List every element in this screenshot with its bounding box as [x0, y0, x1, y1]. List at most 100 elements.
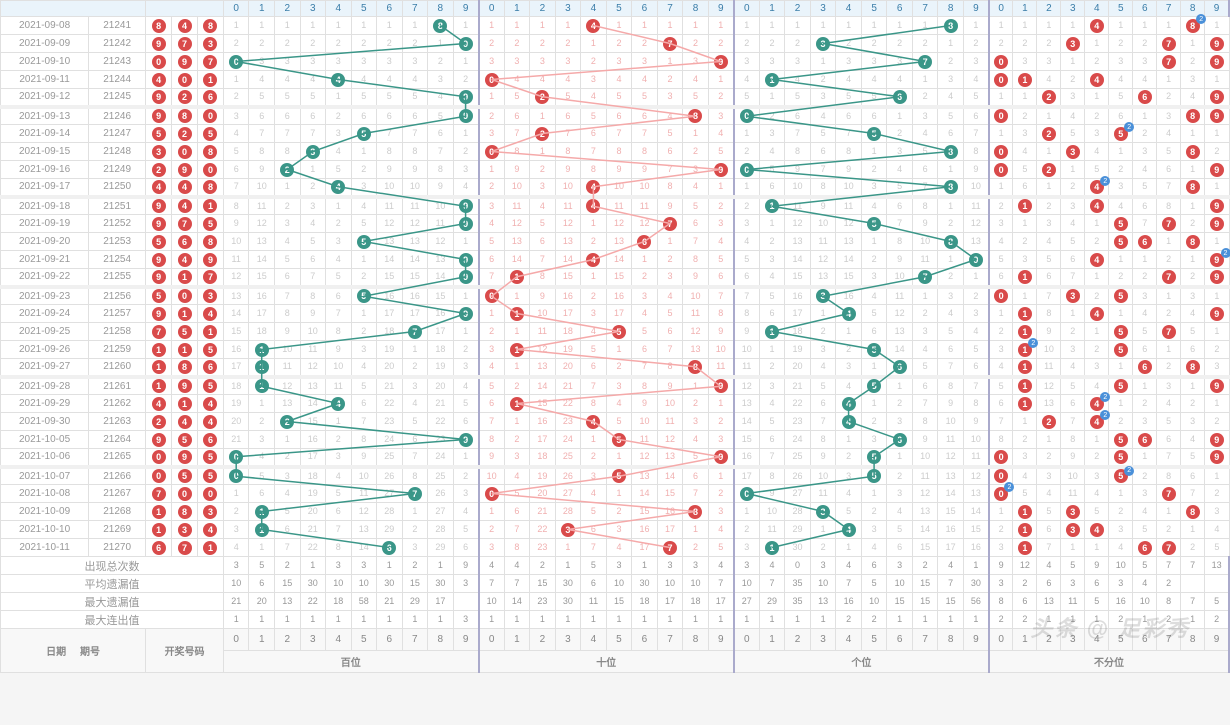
ge-miss: 8 — [963, 143, 989, 161]
all-miss: 6 — [1181, 341, 1205, 359]
bai-miss: 11 — [377, 197, 403, 215]
bai-miss: 11 — [326, 377, 352, 395]
shi-hit: 2 — [530, 89, 556, 107]
ge-miss: 1 — [887, 449, 913, 467]
all-miss: 2 — [1181, 269, 1205, 287]
ge-miss: 4 — [785, 71, 811, 89]
ge-miss: 13 — [963, 233, 989, 251]
bai-miss: 5 — [223, 143, 249, 161]
ge-miss: 6 — [938, 125, 964, 143]
ge-miss: 7 — [912, 179, 938, 197]
ge-miss: 3 — [887, 53, 913, 71]
summary-cell: 6 — [581, 575, 607, 593]
shi-miss: 3 — [555, 53, 581, 71]
all-miss: 2 — [1013, 431, 1037, 449]
table-row: 2021-09-28212611951811213115213204521421… — [1, 377, 1230, 395]
shi-hit: 1 — [504, 341, 530, 359]
bai-miss: 26 — [377, 467, 403, 485]
ge-miss: 5 — [912, 143, 938, 161]
ge-miss: 2 — [938, 53, 964, 71]
issue-cell: 21252 — [89, 215, 146, 233]
all-miss: 3 — [989, 539, 1013, 557]
shi-miss: 7 — [657, 161, 683, 179]
win-digit: 1 — [146, 521, 172, 539]
all-hit: 2 — [1037, 161, 1061, 179]
win-digit: 3 — [198, 287, 224, 305]
all-miss: 1 — [1037, 179, 1061, 197]
shi-miss: 1 — [657, 53, 683, 71]
footer-digit: 3 — [810, 629, 836, 651]
bai-miss: 6 — [428, 125, 454, 143]
all-hit: 5 — [1109, 233, 1133, 251]
summary-cell: 10 — [657, 575, 683, 593]
summary-cell: 1 — [734, 611, 760, 629]
all-hit: 8 — [1181, 503, 1205, 521]
all-miss: 3 — [1061, 197, 1085, 215]
shi-miss: 2 — [530, 161, 556, 179]
ge-miss: 2 — [963, 35, 989, 53]
win-digit: 5 — [198, 467, 224, 485]
summary-cell: 4 — [1037, 557, 1061, 575]
win-digit: 9 — [146, 269, 172, 287]
summary-cell: 15 — [912, 575, 938, 593]
ge-miss: 3 — [836, 359, 862, 377]
ge-miss: 14 — [963, 503, 989, 521]
shi-miss: 3 — [504, 449, 530, 467]
shi-miss: 6 — [504, 107, 530, 125]
all-miss: 5 — [1013, 161, 1037, 179]
ge-hit: 0 — [734, 107, 760, 125]
win-digit: 4 — [198, 521, 224, 539]
all-miss: 2 — [989, 35, 1013, 53]
ge-miss: 2 — [887, 467, 913, 485]
bai-miss: 2 — [326, 431, 352, 449]
bai-miss: 4 — [274, 485, 300, 503]
date-cell: 2021-10-09 — [1, 503, 89, 521]
all-miss: 5 — [1109, 89, 1133, 107]
bai-miss: 2 — [377, 35, 403, 53]
all-miss: 6 — [1157, 161, 1181, 179]
summary-cell: 13 — [810, 593, 836, 611]
shi-miss: 10 — [606, 179, 632, 197]
bai-miss: 2 — [223, 89, 249, 107]
all-hit: 5 — [1109, 341, 1133, 359]
bai-miss: 1 — [274, 179, 300, 197]
ge-miss: 12 — [963, 467, 989, 485]
bai-miss: 10 — [402, 179, 428, 197]
shi-miss: 7 — [530, 251, 556, 269]
win-digit: 4 — [198, 395, 224, 413]
ge-miss: 7 — [759, 449, 785, 467]
summary-cell: 30 — [555, 575, 581, 593]
ge-miss: 14 — [836, 251, 862, 269]
shi-miss: 15 — [657, 485, 683, 503]
bai-hit: 9 — [453, 215, 479, 233]
shi-miss: 2 — [504, 35, 530, 53]
all-miss: 1 — [1133, 377, 1157, 395]
issue-cell: 21270 — [89, 539, 146, 557]
summary-cell: 2 — [1205, 611, 1229, 629]
ge-miss: 5 — [785, 89, 811, 107]
bai-miss: 27 — [377, 485, 403, 503]
ge-miss: 3 — [810, 341, 836, 359]
summary-cell: 2 — [912, 557, 938, 575]
ge-miss: 11 — [912, 251, 938, 269]
summary-cell: 3 — [810, 557, 836, 575]
bai-miss: 3 — [223, 521, 249, 539]
win-digit: 9 — [172, 53, 198, 71]
ge-miss: 9 — [810, 197, 836, 215]
all-miss: 3 — [1205, 359, 1229, 377]
shi-miss: 18 — [530, 449, 556, 467]
ge-miss: 11 — [810, 485, 836, 503]
summary-cell: 18 — [326, 593, 352, 611]
bai-miss: 1 — [326, 413, 352, 431]
header-digit: 7 — [402, 1, 428, 17]
ge-miss: 5 — [963, 89, 989, 107]
ge-miss: 2 — [810, 539, 836, 557]
shi-miss: 28 — [555, 503, 581, 521]
header-digit: 7 — [1157, 1, 1181, 17]
bai-miss: 21 — [223, 431, 249, 449]
bai-miss: 5 — [428, 107, 454, 125]
shi-miss: 6 — [708, 269, 734, 287]
ge-miss: 6 — [861, 107, 887, 125]
bai-miss: 8 — [377, 143, 403, 161]
shi-miss: 10 — [530, 305, 556, 323]
